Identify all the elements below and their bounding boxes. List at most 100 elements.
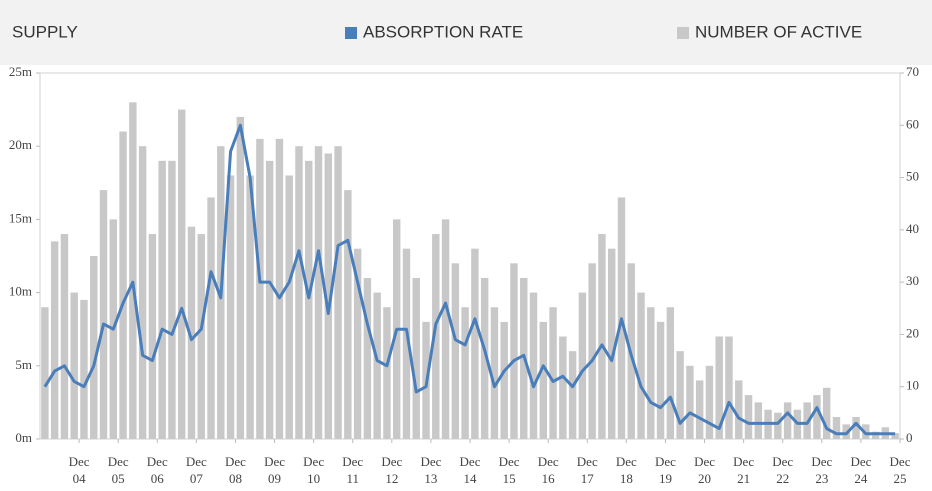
bar xyxy=(568,351,577,439)
y2-tick-label: 10 xyxy=(906,378,919,393)
bar xyxy=(686,365,694,439)
bar xyxy=(480,277,489,439)
header-band xyxy=(0,0,932,65)
bar xyxy=(70,292,78,439)
x-tick-line: Dec xyxy=(811,454,832,469)
bar xyxy=(549,307,557,439)
x-tick-label: Dec 22 xyxy=(772,454,793,486)
bar xyxy=(441,219,450,439)
x-tick-label: Dec 13 xyxy=(420,454,441,486)
bar xyxy=(598,234,606,439)
bar xyxy=(138,146,147,439)
bar xyxy=(676,351,684,439)
bar xyxy=(256,138,264,439)
bar xyxy=(578,292,587,439)
x-tick-line: 19 xyxy=(659,471,672,486)
x-tick-line: 18 xyxy=(620,471,633,486)
y2-tick-label: 30 xyxy=(906,273,919,288)
bar xyxy=(324,153,333,439)
x-tick-label: Dec 16 xyxy=(538,454,559,486)
bar xyxy=(197,234,205,439)
x-tick-line: 05 xyxy=(112,471,125,486)
x-tick-line: Dec xyxy=(264,454,285,469)
bar xyxy=(129,102,137,439)
x-tick-line: Dec xyxy=(225,454,246,469)
y2-tick-label: 40 xyxy=(906,221,919,236)
legend-swatch xyxy=(677,27,689,39)
bar xyxy=(168,160,176,439)
bar xyxy=(158,160,166,439)
bar xyxy=(471,248,479,439)
x-tick-line: Dec xyxy=(850,454,871,469)
bar xyxy=(41,307,49,439)
x-tick-label: Dec 18 xyxy=(616,454,637,486)
y2-tick-label: 50 xyxy=(906,169,919,184)
x-tick-line: 22 xyxy=(776,471,789,486)
bar xyxy=(774,412,782,439)
x-tick-label: Dec 24 xyxy=(850,454,871,486)
bar xyxy=(236,116,245,440)
bar xyxy=(353,248,362,439)
x-tick-line: Dec xyxy=(772,454,793,469)
x-tick-line: Dec xyxy=(147,454,168,469)
x-tick-label: Dec 12 xyxy=(381,454,402,486)
y-tick-label: 0m xyxy=(15,430,32,445)
bar xyxy=(666,307,675,439)
bar xyxy=(295,146,303,439)
x-tick-line: Dec xyxy=(420,454,441,469)
bar xyxy=(647,307,655,439)
x-tick-label: Dec 04 xyxy=(69,454,90,486)
bar xyxy=(607,248,616,439)
y2-tick-label: 20 xyxy=(906,325,919,340)
x-tick-line: 16 xyxy=(542,471,556,486)
x-tick-line: Dec xyxy=(186,454,207,469)
bar xyxy=(80,299,88,439)
x-tick-label: Dec 05 xyxy=(108,454,129,486)
legend-swatch xyxy=(345,27,357,39)
bar xyxy=(363,277,372,439)
bar xyxy=(451,263,460,439)
legend-label: NUMBER OF ACTIVE xyxy=(695,22,862,41)
bar xyxy=(119,131,127,439)
x-tick-line: 25 xyxy=(894,471,907,486)
bar xyxy=(735,380,743,439)
x-tick-line: 15 xyxy=(503,471,516,486)
x-tick-line: 06 xyxy=(151,471,165,486)
x-tick-label: Dec 06 xyxy=(147,454,168,486)
bar xyxy=(402,248,411,439)
bar xyxy=(50,241,59,439)
x-tick-label: Dec 08 xyxy=(225,454,246,486)
x-tick-line: Dec xyxy=(890,454,911,469)
bar xyxy=(383,307,391,439)
bar xyxy=(852,417,860,439)
x-tick-label: Dec 23 xyxy=(811,454,832,486)
bar xyxy=(285,175,293,440)
bar xyxy=(695,380,704,439)
x-tick-line: 11 xyxy=(346,471,359,486)
x-tick-line: 23 xyxy=(815,471,828,486)
bar xyxy=(510,263,518,439)
bar xyxy=(891,433,899,439)
line xyxy=(43,123,896,436)
bar xyxy=(177,109,186,439)
x-tick-line: 20 xyxy=(698,471,711,486)
chart-title: SUPPLY xyxy=(12,22,78,41)
bar xyxy=(529,292,538,439)
x-tick-line: 13 xyxy=(424,471,437,486)
bar xyxy=(207,197,215,439)
bar xyxy=(334,146,342,439)
x-tick-label: Dec 19 xyxy=(655,454,676,486)
bar xyxy=(148,234,157,439)
x-tick-label: Dec 09 xyxy=(264,454,285,486)
x-tick-label: Dec 21 xyxy=(733,454,754,486)
x-tick-line: Dec xyxy=(381,454,402,469)
y2-tick-label: 60 xyxy=(906,116,919,131)
bar xyxy=(275,138,284,439)
bar xyxy=(99,190,108,439)
y-tick-label: 5m xyxy=(15,357,32,372)
x-tick-label: Dec 25 xyxy=(890,454,911,486)
bar xyxy=(246,175,254,440)
x-tick-line: Dec xyxy=(538,454,559,469)
